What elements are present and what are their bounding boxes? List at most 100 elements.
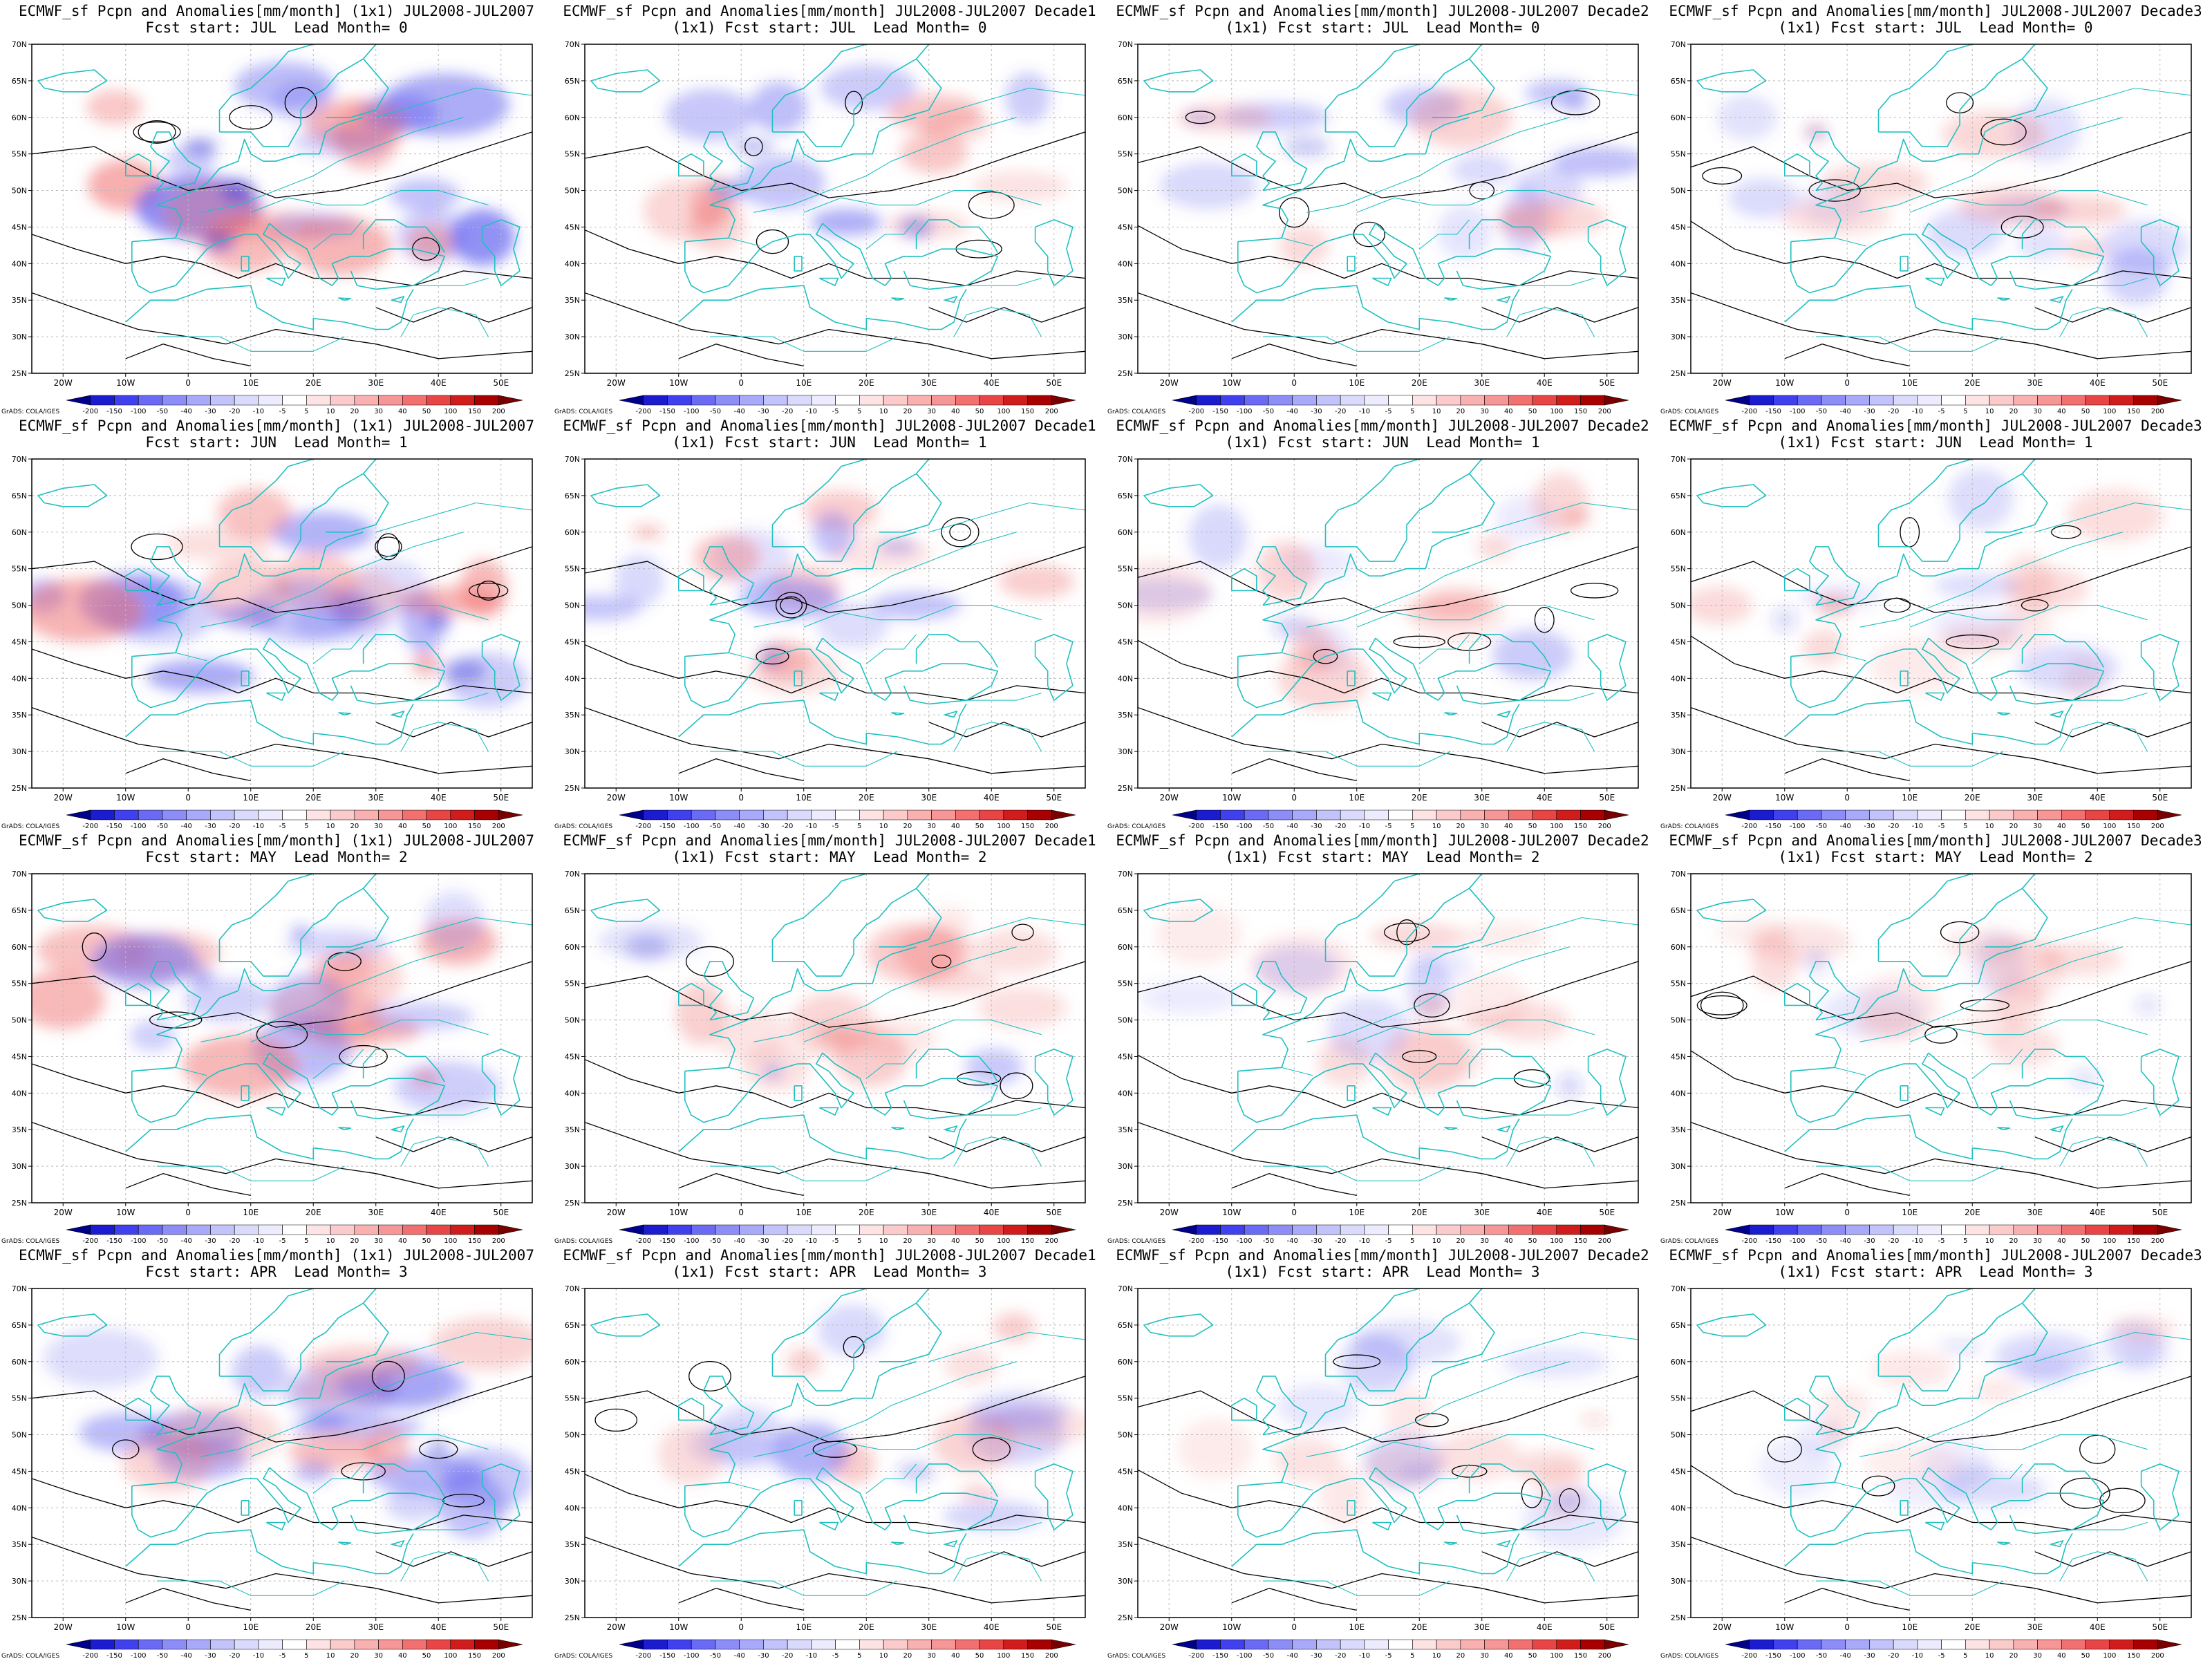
legend-swatch xyxy=(1316,1639,1341,1650)
legend-swatch xyxy=(1196,1639,1221,1650)
lon-tick-label: 0 xyxy=(185,1208,191,1217)
legend-swatch xyxy=(90,1224,115,1235)
legend-tick-label: 100 xyxy=(2103,1237,2116,1244)
legend-swatch xyxy=(1244,395,1269,406)
negative-anomaly xyxy=(1947,468,2014,530)
legend-swatch xyxy=(2109,395,2134,406)
lon-tick-label: 50E xyxy=(1599,793,1615,803)
legend-tick-label: -50 xyxy=(710,823,721,830)
legend-tick-label: 10 xyxy=(1985,823,1994,830)
legend-swatch xyxy=(1845,1224,1870,1235)
legend-tick-label: -30 xyxy=(205,1652,216,1659)
legend-tick-label: 100 xyxy=(1550,1237,1563,1244)
lon-tick-label: 10W xyxy=(669,793,688,803)
negative-anomaly xyxy=(820,64,917,111)
legend-swatch xyxy=(354,395,379,406)
lat-tick-label: 70N xyxy=(1118,870,1133,879)
legend-tick-label: 30 xyxy=(374,1652,383,1659)
legend-swatch xyxy=(450,809,475,821)
legend-tick-label: 50 xyxy=(1528,1237,1537,1244)
lat-tick-label: 30N xyxy=(1118,332,1133,341)
legend-tick-label: -50 xyxy=(1816,408,1827,415)
legend-tick-label: -40 xyxy=(1840,823,1851,830)
legend-tick-label: 50 xyxy=(422,408,431,415)
negative-anomaly xyxy=(1759,1438,1833,1499)
legend-swatch xyxy=(1003,809,1028,821)
legend-tick-label: -200 xyxy=(1741,1652,1757,1659)
legend-tick-label: 150 xyxy=(1021,1652,1034,1659)
legend-tick-label: -5 xyxy=(1938,823,1945,830)
legend-tick-label: 10 xyxy=(1985,1652,1994,1659)
legend-tick-label: -30 xyxy=(205,1237,216,1244)
legend-tick-label: 200 xyxy=(1598,408,1611,415)
lat-tick-label: 50N xyxy=(1118,1431,1133,1440)
lon-tick-label: 30E xyxy=(368,1208,384,1217)
positive-anomaly xyxy=(121,1430,214,1492)
legend-tick-label: -50 xyxy=(1263,1652,1274,1659)
lat-tick-label: 65N xyxy=(1671,491,1686,500)
legend-swatch xyxy=(1172,1224,1197,1235)
lat-tick-label: 35N xyxy=(565,1540,580,1549)
lat-tick-label: 35N xyxy=(12,1125,27,1134)
lat-tick-label: 65N xyxy=(12,77,27,86)
legend-swatch xyxy=(2037,1224,2062,1235)
legend-tick-label: 200 xyxy=(1598,1237,1611,1244)
legend-tick-label: 5 xyxy=(1410,823,1414,830)
legend-swatch xyxy=(1003,395,1028,406)
lon-tick-label: 50E xyxy=(1046,1622,1062,1632)
legend-swatch xyxy=(811,809,836,821)
color-legend: -200 -150 -100 -50 -40 -30 -20 -10 -5 5 10 20 30 40 50… xyxy=(1172,1224,1629,1244)
legend-tick-label: 40 xyxy=(951,1652,960,1659)
legend-swatch xyxy=(1893,809,1918,821)
lat-tick-label: 65N xyxy=(565,906,580,915)
legend-swatch xyxy=(2133,395,2158,406)
positive-anomaly-core xyxy=(1582,1414,1607,1427)
negative-anomaly xyxy=(2016,1352,2072,1386)
legend-tick-label: 150 xyxy=(1021,408,1034,415)
lat-tick-label: 50N xyxy=(565,187,580,196)
lat-tick-label: 65N xyxy=(565,77,580,86)
panel-subtitle: Fcst start: JUL Lead Month= 0 xyxy=(145,19,408,36)
positive-anomaly-core xyxy=(959,1485,999,1501)
map-panel: ECMWF_sf Pcpn and Anomalies[mm/month] JU… xyxy=(553,830,1106,1244)
positive-anomaly xyxy=(303,1345,422,1384)
lon-tick-label: 10E xyxy=(796,378,812,388)
lat-tick-label: 40N xyxy=(12,1089,27,1098)
legend-swatch xyxy=(162,1224,187,1235)
legend-tick-label: -200 xyxy=(635,408,651,415)
map-panel: ECMWF_sf Pcpn and Anomalies[mm/month] JU… xyxy=(553,0,1106,415)
legend-tick-label: -20 xyxy=(1335,408,1346,415)
positive-anomaly xyxy=(1278,226,1330,267)
legend-swatch xyxy=(1941,395,1966,406)
legend-swatch xyxy=(474,1224,499,1235)
legend-swatch xyxy=(66,1639,91,1650)
legend-swatch xyxy=(691,1224,716,1235)
lat-tick-label: 45N xyxy=(1118,1052,1133,1061)
legend-tick-label: 20 xyxy=(350,1652,359,1659)
legend-tick-label: -150 xyxy=(1212,1652,1228,1659)
legend-tick-label: -10 xyxy=(1359,1652,1370,1659)
negative-anomaly-core xyxy=(304,1412,347,1427)
legend-tick-label: 40 xyxy=(1504,1237,1513,1244)
legend-swatch xyxy=(1340,1224,1365,1235)
lat-tick-label: 70N xyxy=(565,1284,580,1293)
lon-tick-label: 50E xyxy=(1599,1622,1615,1632)
lon-tick-label: 20W xyxy=(54,378,73,388)
lon-tick-label: 20W xyxy=(1160,378,1179,388)
precip-anomaly-map: 70N 65N 60N 55N 50N 45N 40N 35N 30N 25N 20W 10W 0 10E… xyxy=(1107,40,1639,415)
lat-tick-label: 65N xyxy=(12,906,27,915)
legend-tick-label: 50 xyxy=(1528,823,1537,830)
panel-title: ECMWF_sf Pcpn and Anomalies[mm/month] JU… xyxy=(1116,418,1649,434)
legend-tick-label: 30 xyxy=(1480,823,1489,830)
positive-anomaly-core xyxy=(816,1023,854,1046)
legend-swatch xyxy=(1821,809,1846,821)
lon-tick-label: 50E xyxy=(493,378,509,388)
lon-tick-label: 20E xyxy=(1965,378,1980,388)
lat-tick-label: 25N xyxy=(565,784,580,793)
lat-tick-label: 25N xyxy=(1118,1199,1133,1208)
graticule xyxy=(32,874,532,1203)
lat-tick-label: 30N xyxy=(1671,332,1686,341)
legend-tick-label: 30 xyxy=(2033,1652,2042,1659)
map-frame xyxy=(1137,873,1639,1203)
legend-swatch xyxy=(1316,395,1341,406)
